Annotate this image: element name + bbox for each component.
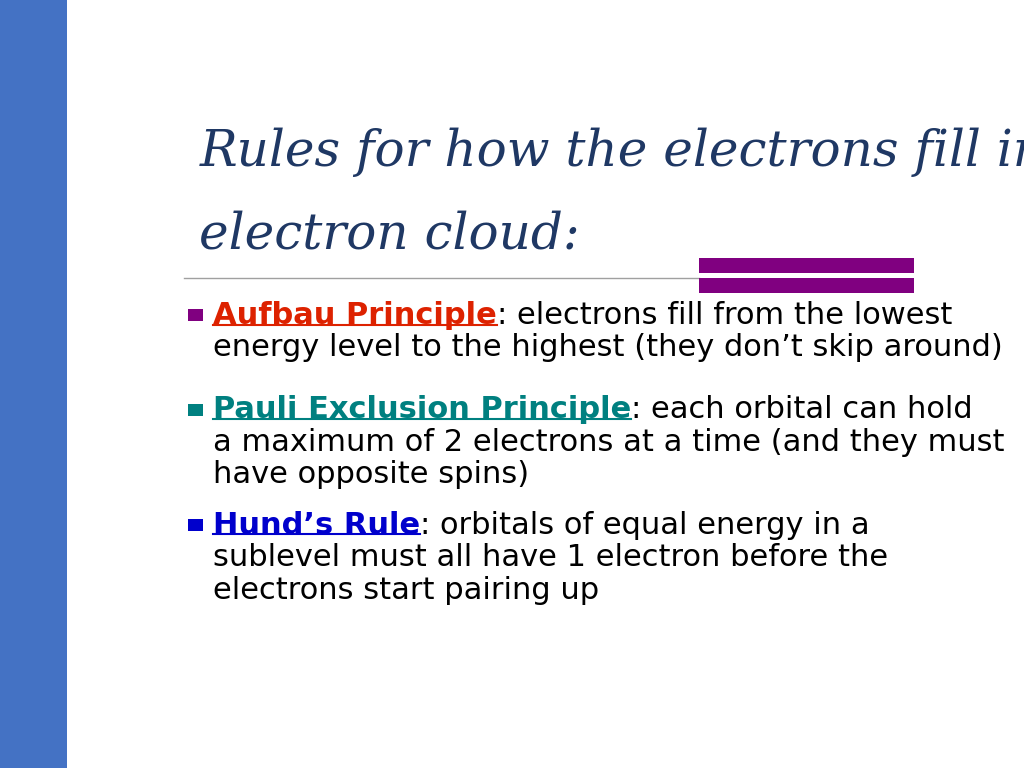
Text: have opposite spins): have opposite spins) xyxy=(213,460,529,489)
Text: energy level to the highest (they don’t skip around): energy level to the highest (they don’t … xyxy=(213,333,1002,362)
Text: a maximum of 2 electrons at a time (and they must: a maximum of 2 electrons at a time (and … xyxy=(213,428,1005,457)
Text: electron cloud:: electron cloud: xyxy=(200,210,581,260)
Text: : orbitals of equal energy in a: : orbitals of equal energy in a xyxy=(420,511,869,540)
Bar xyxy=(699,258,913,273)
Text: electrons start pairing up: electrons start pairing up xyxy=(213,575,599,604)
Bar xyxy=(699,279,913,293)
Text: : each orbital can hold: : each orbital can hold xyxy=(631,396,973,424)
Text: sublevel must all have 1 electron before the: sublevel must all have 1 electron before… xyxy=(213,543,888,572)
Text: Aufbau Principle: Aufbau Principle xyxy=(213,300,497,329)
Text: Pauli Exclusion Principle: Pauli Exclusion Principle xyxy=(213,396,631,424)
Bar xyxy=(187,519,204,531)
Text: : electrons fill from the lowest: : electrons fill from the lowest xyxy=(497,300,952,329)
Bar xyxy=(187,404,204,415)
Text: Rules for how the electrons fill into the: Rules for how the electrons fill into th… xyxy=(200,127,1024,177)
Text: Hund’s Rule: Hund’s Rule xyxy=(213,511,420,540)
Bar xyxy=(187,310,204,321)
